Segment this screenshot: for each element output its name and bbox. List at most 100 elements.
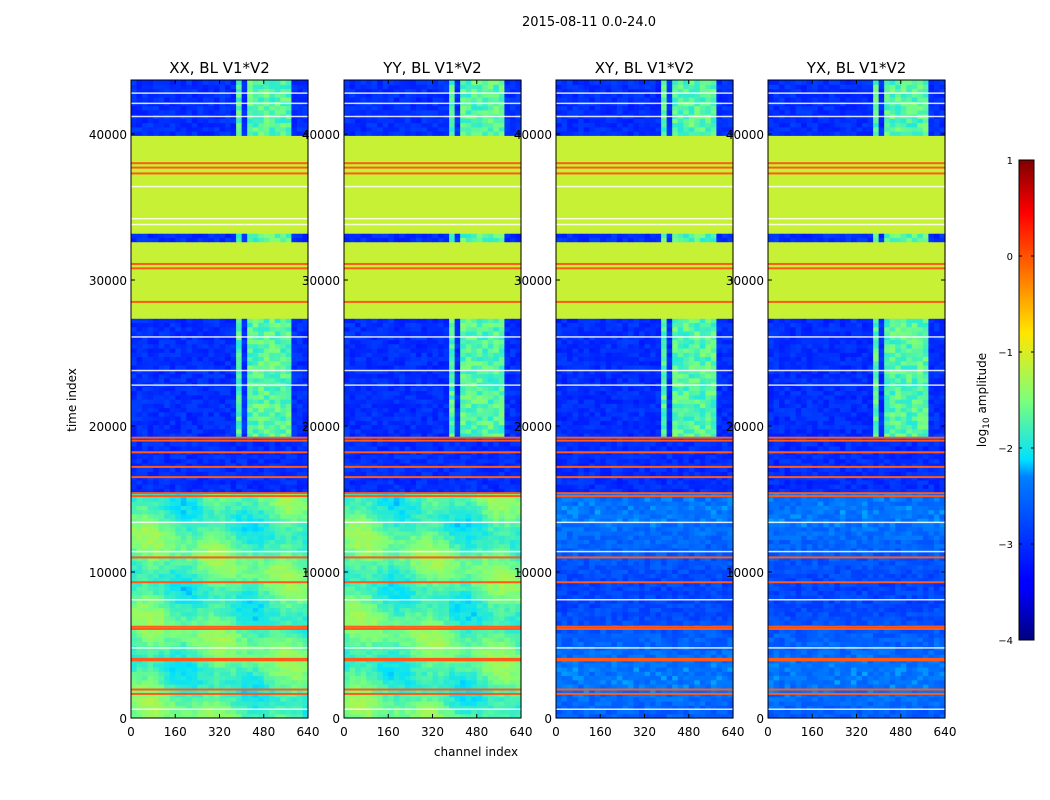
heatmap-cell: [213, 526, 221, 532]
heatmap-cell: [197, 386, 204, 392]
heatmap-cell: [285, 386, 293, 392]
heatmap-cell: [175, 620, 182, 626]
heatmap-cell: [191, 513, 198, 519]
heatmap-cell: [236, 666, 243, 672]
heatmap-cell: [153, 369, 160, 375]
heatmap-cell: [136, 241, 143, 247]
heatmap-cell: [197, 148, 204, 153]
heatmap-cell: [202, 637, 210, 643]
heatmap-cell: [136, 518, 143, 523]
heatmap-cell: [225, 462, 232, 468]
heatmap-cell: [175, 603, 182, 609]
heatmap-cell: [230, 611, 237, 617]
heatmap-cell: [274, 109, 281, 115]
heatmap-cell: [269, 279, 276, 285]
heatmap-cell: [269, 245, 276, 251]
heatmap-cell: [153, 573, 160, 579]
heatmap-cell: [280, 182, 287, 187]
heatmap-cell: [263, 233, 270, 238]
heatmap-cell: [493, 705, 500, 711]
heatmap-cell: [269, 309, 276, 315]
heatmap-cell: [202, 152, 210, 158]
heatmap-cell: [219, 513, 226, 519]
heatmap-cell: [142, 203, 149, 209]
heatmap-cell: [136, 433, 143, 438]
heatmap-cell: [285, 305, 293, 311]
heatmap-cell: [280, 343, 287, 349]
heatmap-cell: [208, 80, 215, 85]
heatmap-cell: [258, 505, 265, 511]
heatmap-cell: [252, 148, 259, 153]
heatmap-cell: [142, 148, 149, 153]
heatmap-cell: [191, 547, 198, 553]
heatmap-cell: [213, 92, 221, 98]
heatmap-cell: [280, 194, 287, 200]
heatmap-cell: [241, 211, 248, 217]
heatmap-cell: [175, 488, 182, 494]
heatmap-cell: [164, 313, 171, 319]
heatmap-cell: [274, 492, 281, 498]
heatmap-cell: [263, 700, 270, 706]
heatmap-cell: [219, 615, 226, 621]
heatmap-cell: [236, 403, 243, 409]
heatmap-cell: [263, 394, 270, 400]
heatmap-cell: [280, 632, 287, 638]
heatmap-cell: [175, 479, 182, 485]
heatmap-cell: [136, 148, 143, 153]
heatmap-cell: [197, 203, 204, 209]
heatmap-cell: [147, 377, 154, 383]
heatmap-cell: [208, 241, 215, 247]
heatmap-cell: [219, 420, 226, 426]
heatmap-cell: [131, 590, 138, 596]
heatmap-cell: [153, 509, 160, 515]
heatmap-cell: [191, 484, 198, 489]
heatmap-cell: [213, 233, 221, 238]
heatmap-cell: [219, 186, 226, 192]
panels-container: XX, BL V1*V20 160 320 480 640010000200003000…: [89, 59, 957, 739]
white-line: [131, 102, 308, 105]
heatmap-cell: [197, 598, 204, 604]
heatmap-cell: [241, 88, 248, 94]
heatmap-cell: [213, 607, 221, 613]
heatmap-cell: [131, 211, 138, 217]
heatmap-cell: [291, 156, 298, 162]
heatmap-cell: [225, 607, 232, 613]
heatmap-cell: [147, 411, 154, 417]
heatmap-cell: [241, 543, 248, 549]
heatmap-cell: [147, 713, 154, 719]
heatmap-cell: [382, 705, 389, 711]
heatmap-cell: [252, 279, 259, 285]
heatmap-cell: [169, 641, 176, 647]
heatmap-cell: [136, 182, 143, 187]
heatmap-cell: [291, 662, 298, 668]
heatmap-cell: [285, 207, 293, 213]
heatmap-cell: [142, 237, 149, 243]
heatmap-cell: [142, 288, 149, 294]
heatmap-cell: [180, 458, 187, 464]
heatmap-cell: [197, 581, 204, 587]
heatmap-cell: [241, 518, 248, 523]
heatmap-cell: [186, 513, 193, 519]
heatmap-cell: [230, 186, 237, 192]
heatmap-cell: [269, 518, 276, 523]
white-line: [131, 223, 308, 226]
heatmap-cell: [186, 603, 193, 609]
heatmap-cell: [136, 228, 143, 234]
heatmap-cell: [131, 143, 138, 149]
heatmap-cell: [291, 607, 298, 613]
heatmap-cell: [225, 530, 232, 536]
heatmap-cell: [213, 683, 221, 689]
heatmap-cell: [197, 479, 204, 485]
heatmap-cell: [219, 390, 226, 396]
heatmap-cell: [142, 569, 149, 574]
heatmap-cell: [153, 462, 160, 468]
heatmap-cell: [296, 713, 304, 719]
heatmap-cell: [169, 135, 176, 141]
heatmap-cell: [263, 190, 270, 196]
heatmap-cell: [136, 343, 143, 349]
heatmap-cell: [197, 462, 204, 468]
heatmap-cell: [208, 109, 215, 115]
heatmap-cell: [202, 441, 210, 447]
heatmap-cell: [252, 662, 259, 668]
heatmap-cell: [258, 211, 265, 217]
